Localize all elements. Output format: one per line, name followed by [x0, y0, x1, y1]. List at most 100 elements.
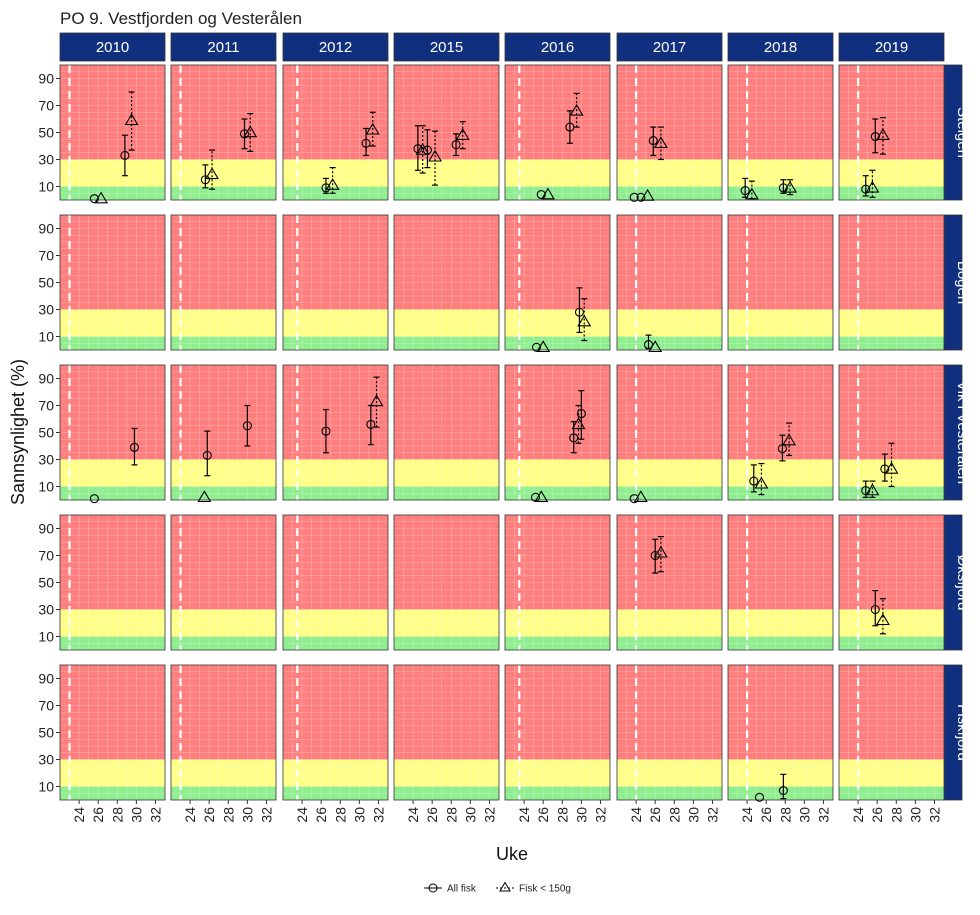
risk-band [283, 336, 388, 350]
year-strip [59, 32, 166, 62]
risk-band [394, 609, 499, 637]
risk-band [839, 159, 944, 187]
legend-label-small-fish: Fisk < 150g [519, 884, 571, 895]
risk-band [617, 65, 722, 160]
x-tick-label: 32 [592, 807, 608, 823]
facet-panel [170, 214, 277, 351]
risk-band [60, 636, 165, 650]
risk-band [505, 186, 610, 200]
y-tick-label: 50 [38, 275, 54, 291]
facet-panel [393, 364, 500, 501]
risk-band [283, 515, 388, 610]
risk-band [394, 186, 499, 200]
data-point-triangle [653, 136, 668, 149]
risk-band [60, 759, 165, 787]
risk-band [505, 665, 610, 760]
y-tick-label: 70 [38, 248, 54, 264]
panel-border [170, 64, 277, 201]
facet-panel [727, 64, 834, 201]
data-point-triangle [648, 340, 663, 353]
panel-border [616, 514, 723, 651]
risk-band [171, 665, 276, 760]
data-point-circle [629, 192, 639, 202]
risk-band [617, 515, 722, 610]
data-point-triangle [865, 483, 880, 496]
panel-border [504, 64, 611, 201]
risk-band [839, 609, 944, 637]
facet-panel [838, 364, 945, 501]
panel-grid: 2010 2011 2012 2015 2016 2017 2018 2019 Steigen B… [38, 32, 971, 823]
facet-panel [727, 214, 834, 351]
data-point-circle [749, 476, 759, 486]
risk-band [617, 309, 722, 337]
data-point-circle [321, 183, 331, 193]
x-tick-label: 26 [424, 807, 440, 823]
x-tick-label: 28 [109, 807, 125, 823]
panel-border [727, 64, 834, 201]
y-tick-label: 50 [38, 425, 54, 441]
panel-border [170, 364, 277, 501]
risk-band [283, 636, 388, 650]
x-tick-label: 28 [554, 807, 570, 823]
facet-panel [838, 64, 945, 201]
risk-band [60, 459, 165, 487]
risk-band [617, 215, 722, 310]
risk-band [171, 65, 276, 160]
legend-triangle-icon [499, 881, 511, 892]
risk-band [171, 365, 276, 460]
data-point-circle [754, 792, 765, 802]
y-tick-label: 90 [38, 221, 54, 237]
panel-border [393, 514, 500, 651]
x-tick-label: 32 [926, 807, 942, 823]
y-tick-label: 70 [38, 698, 54, 714]
data-point-circle [778, 183, 788, 193]
risk-band [283, 759, 388, 787]
panel-border [838, 214, 945, 351]
facet-panel [838, 514, 945, 651]
legend-label-all-fisk: All fisk [447, 884, 477, 895]
panel-border [616, 64, 723, 201]
year-strip [170, 32, 277, 62]
panel-border [282, 664, 389, 801]
risk-band [171, 459, 276, 487]
facet-panel [59, 214, 166, 351]
x-axis-title: Uke [496, 844, 528, 864]
risk-band [505, 65, 610, 160]
facet-panel [727, 364, 834, 501]
risk-band [171, 636, 276, 650]
risk-band [617, 636, 722, 650]
panel-border [727, 514, 834, 651]
year-strip-label: 2018 [764, 39, 797, 56]
data-point-triangle [875, 613, 890, 626]
panel-border [282, 364, 389, 501]
year-strip-label: 2015 [430, 39, 463, 56]
data-point-triangle [428, 149, 443, 162]
risk-band [60, 665, 165, 760]
data-point-circle [569, 433, 579, 443]
facet-panel [170, 664, 277, 801]
data-point-circle [321, 426, 331, 436]
data-point-circle [451, 140, 461, 150]
y-tick-label: 30 [38, 452, 54, 468]
risk-band [60, 365, 165, 460]
x-tick-label: 32 [481, 807, 497, 823]
facet-panel [504, 64, 611, 201]
risk-band [728, 65, 833, 160]
data-point-circle [574, 307, 585, 317]
panel-border [170, 514, 277, 651]
facet-panel [727, 664, 834, 801]
y-tick-label: 90 [38, 71, 54, 87]
data-point-circle [202, 450, 212, 461]
facet-panel [504, 214, 611, 351]
risk-band [839, 65, 944, 160]
y-tick-label: 10 [38, 179, 54, 195]
panel-border [282, 214, 389, 351]
risk-band [171, 486, 276, 500]
risk-band [171, 515, 276, 610]
x-tick-label: 30 [907, 807, 923, 823]
x-tick-label: 24 [294, 807, 310, 823]
x-tick-label: 30 [573, 807, 589, 823]
data-point-circle [366, 419, 376, 429]
risk-band [617, 459, 722, 487]
data-point-triangle [365, 122, 380, 135]
